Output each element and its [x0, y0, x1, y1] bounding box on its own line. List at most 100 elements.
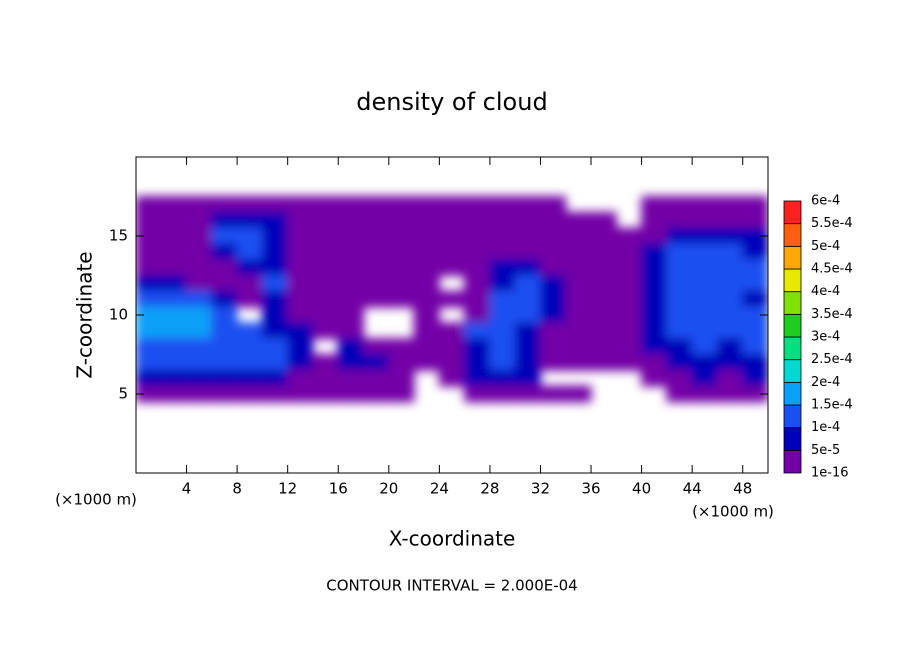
contour-cell: [261, 306, 289, 324]
contour-cell: [186, 275, 213, 292]
contour-cell: [742, 354, 768, 371]
contour-field: [136, 196, 768, 403]
contour-cell: [287, 275, 314, 292]
contour-cell: [691, 306, 718, 324]
contour-cell: [261, 275, 289, 292]
contour-cell: [464, 259, 491, 276]
contour-cell: [514, 196, 541, 213]
contour-cell: [312, 196, 339, 213]
contour-cell: [337, 259, 365, 276]
contour-cell: [590, 211, 617, 229]
contour-cell: [691, 259, 718, 276]
colorbar-label: 2.5e-4: [811, 352, 853, 367]
contour-cell: [413, 322, 440, 340]
contour-cell: [211, 275, 238, 292]
contour-cell: [742, 196, 768, 213]
contour-cell: [464, 354, 491, 371]
contour-cell: [388, 211, 415, 229]
contour-cell: [388, 227, 415, 245]
contour-cell: [742, 369, 768, 387]
y-tick-label: 15: [109, 227, 128, 245]
contour-cell: [489, 290, 516, 308]
contour-cell: [261, 354, 289, 371]
contour-cell: [312, 275, 339, 292]
contour-cell: [615, 306, 643, 324]
contour-cell: [641, 322, 668, 340]
contour-cell: [742, 322, 768, 340]
contour-cell: [211, 385, 238, 403]
contour-cell: [691, 385, 718, 403]
contour-cell: [716, 259, 744, 276]
contour-cell: [716, 275, 744, 292]
contour-cell: [615, 338, 643, 355]
contour-cell: [261, 259, 289, 276]
contour-cell: [312, 322, 339, 340]
contour-cell: [287, 385, 314, 403]
y-tick-label: 5: [118, 385, 128, 403]
contour-cell: [413, 243, 440, 261]
contour-cell: [337, 354, 365, 371]
contour-cell: [489, 259, 516, 276]
colorbar-label: 3.5e-4: [811, 307, 853, 322]
contour-cell: [413, 196, 440, 213]
contour-cell: [136, 243, 162, 261]
contour-cell: [363, 369, 390, 387]
contour-cell: [539, 354, 567, 371]
contour-cell: [261, 369, 289, 387]
contour-cell: [388, 385, 415, 403]
contour-cell: [565, 259, 592, 276]
contour-cell: [641, 338, 668, 355]
contour-cell: [363, 243, 390, 261]
contour-cell: [136, 354, 162, 371]
contour-cell: [565, 322, 592, 340]
contour-cell: [438, 227, 466, 245]
contour-cell: [742, 275, 768, 292]
contour-cell: [742, 259, 768, 276]
contour-cell: [136, 259, 162, 276]
contour-cell: [363, 211, 390, 229]
contour-cell: [160, 338, 188, 355]
contour-cell: [287, 338, 314, 355]
contour-cell: [287, 369, 314, 387]
contour-cell: [236, 196, 263, 213]
contour-cell: [337, 306, 365, 324]
colorbar-label: 2e-4: [811, 375, 840, 390]
contour-cell: [489, 338, 516, 355]
contour-cell: [514, 338, 541, 355]
contour-cell: [565, 354, 592, 371]
contour-cell: [261, 385, 289, 403]
contour-cell: [565, 338, 592, 355]
contour-cell: [413, 290, 440, 308]
contour-cell: [363, 227, 390, 245]
contour-cell: [388, 243, 415, 261]
contour-cell: [261, 243, 289, 261]
contour-cell: [312, 385, 339, 403]
contour-cell: [641, 259, 668, 276]
contour-cell: [590, 306, 617, 324]
contour-cell: [514, 275, 541, 292]
contour-cell: [641, 290, 668, 308]
contour-cell: [136, 338, 162, 355]
contour-cell: [590, 290, 617, 308]
contour-cell: [742, 338, 768, 355]
contour-cell: [136, 322, 162, 340]
contour-cell: [388, 275, 415, 292]
contour-cell: [236, 290, 263, 308]
contour-cell: [590, 227, 617, 245]
x-tick-label: 36: [581, 480, 600, 498]
contour-cell: [388, 338, 415, 355]
contour-cell: [136, 211, 162, 229]
contour-cell: [489, 385, 516, 403]
contour-cell: [261, 211, 289, 229]
contour-cell: [136, 306, 162, 324]
contour-cell: [388, 259, 415, 276]
contour-cell: [464, 243, 491, 261]
contour-cell: [691, 227, 718, 245]
contour-cell: [236, 354, 263, 371]
contour-cell: [438, 354, 466, 371]
contour-cell: [464, 290, 491, 308]
contour-cell: [691, 338, 718, 355]
contour-cell: [641, 227, 668, 245]
contour-cell: [615, 322, 643, 340]
contour-cell: [236, 369, 263, 387]
